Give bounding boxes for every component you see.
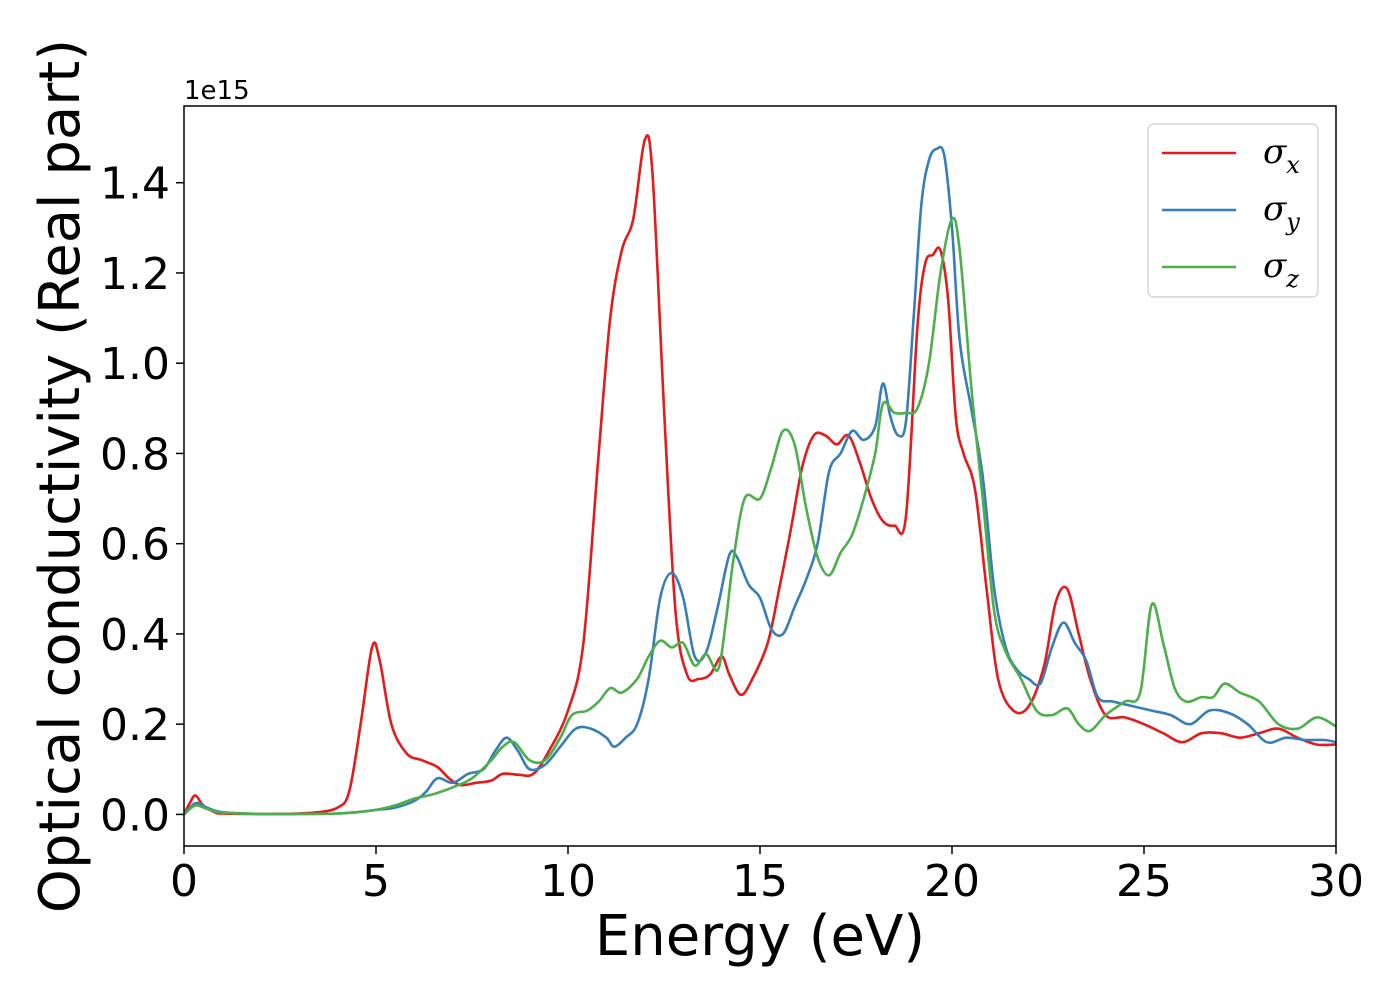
x-axis-title: Energy (eV) bbox=[595, 904, 925, 969]
y-axis-title: Optical conductivity (Real part) bbox=[28, 39, 93, 913]
x-tick-label: 5 bbox=[362, 856, 390, 907]
series-line-y bbox=[184, 145, 1336, 816]
y-tick-label: 0.2 bbox=[100, 700, 170, 751]
x-tick-label: 10 bbox=[540, 856, 596, 907]
y-tick-label: 1.4 bbox=[100, 159, 170, 210]
legend-label-y: σy bbox=[1263, 189, 1300, 236]
x-tick-label: 20 bbox=[924, 856, 980, 907]
y-tick-label: 0.4 bbox=[100, 610, 170, 661]
y-tick-label: 0.6 bbox=[100, 520, 170, 571]
series-line-z bbox=[184, 216, 1336, 816]
y-tick-label: 0.8 bbox=[100, 429, 170, 480]
y-tick-label: 1.0 bbox=[100, 339, 170, 390]
legend-label-x: σx bbox=[1263, 132, 1300, 179]
series-line-x bbox=[184, 134, 1336, 816]
x-axis: 0 5 10 15 20 25 30 bbox=[170, 846, 1364, 907]
y-offset-label: 1e15 bbox=[184, 76, 250, 106]
y-tick-label: 0.0 bbox=[100, 790, 170, 841]
x-tick-label: 15 bbox=[732, 856, 788, 907]
legend-label-z: σz bbox=[1263, 246, 1299, 293]
legend: σx σy σz bbox=[1147, 123, 1319, 298]
x-tick-label: 25 bbox=[1116, 856, 1172, 907]
y-axis: 0.0 0.2 0.4 0.6 0.8 1.0 1.2 1.4 bbox=[100, 159, 184, 841]
x-tick-label: 30 bbox=[1308, 856, 1364, 907]
x-tick-label: 0 bbox=[170, 856, 198, 907]
y-tick-label: 1.2 bbox=[100, 249, 170, 300]
series-layer bbox=[184, 134, 1336, 816]
